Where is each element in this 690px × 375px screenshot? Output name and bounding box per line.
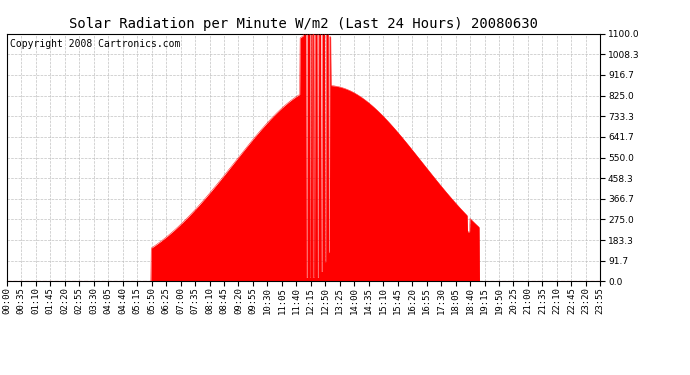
Title: Solar Radiation per Minute W/m2 (Last 24 Hours) 20080630: Solar Radiation per Minute W/m2 (Last 24… bbox=[69, 17, 538, 31]
Text: Copyright 2008 Cartronics.com: Copyright 2008 Cartronics.com bbox=[10, 39, 180, 49]
